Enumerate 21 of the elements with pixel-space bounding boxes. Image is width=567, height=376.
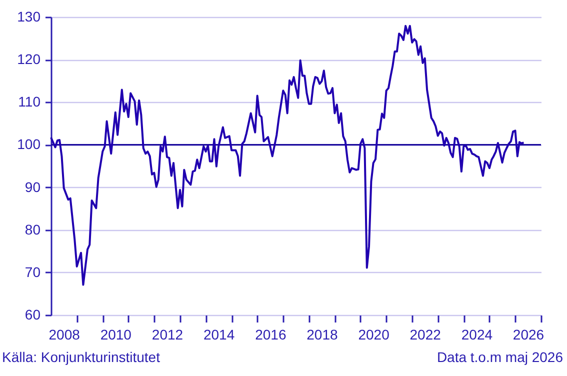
x-tick-label: 2024 — [461, 326, 493, 342]
x-tick-label: 2018 — [306, 326, 338, 342]
x-tick-label: 2014 — [203, 326, 235, 342]
x-tick-label: 2010 — [100, 326, 132, 342]
x-tick-label: 2026 — [512, 326, 544, 342]
y-tick-label: 90 — [24, 178, 41, 195]
x-tick-label: 2008 — [48, 326, 80, 342]
y-tick-label: 120 — [17, 51, 41, 68]
line-series — [50, 24, 525, 286]
x-tick-label: 2020 — [358, 326, 390, 342]
y-tick-label: 110 — [18, 94, 41, 110]
text: Källa: Konjunkturinstitutet — [2, 349, 160, 365]
y-tick-label: 60 — [24, 306, 41, 322]
x-tick-label: 2012 — [152, 326, 184, 342]
y-tick-label: 70 — [24, 264, 41, 280]
y-tick-label: 80 — [24, 221, 41, 238]
y-tick-label: 130 — [17, 8, 41, 24]
x-tick-label: 2016 — [255, 326, 286, 342]
y-tick-label: 100 — [17, 136, 41, 152]
text: Data t.o.m maj 2026 — [436, 349, 564, 365]
x-tick-label: 2022 — [410, 326, 442, 342]
